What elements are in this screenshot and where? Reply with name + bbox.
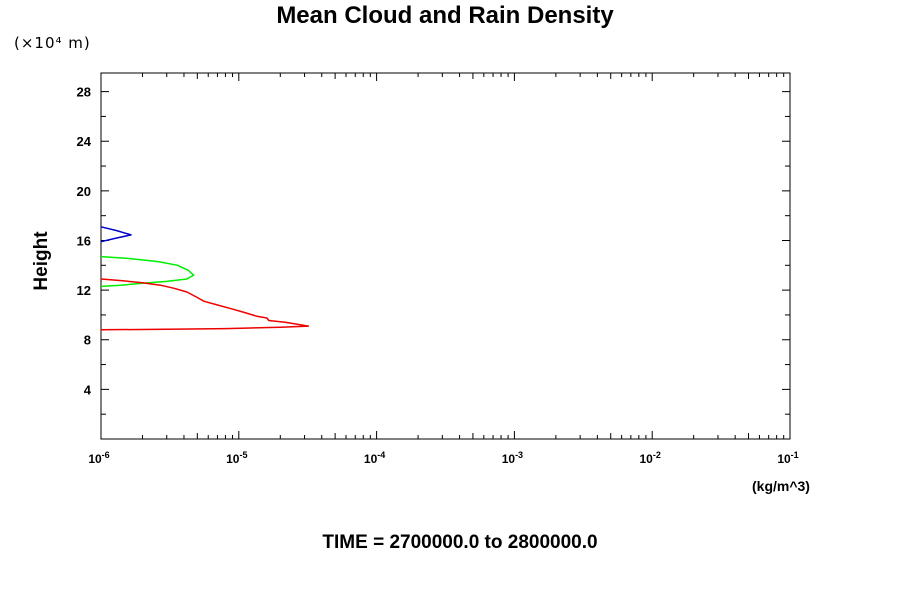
x-tick-label-base: 10 — [502, 452, 516, 466]
x-tick-label-exponent: -4 — [377, 450, 385, 460]
y-tick-label: 28 — [77, 85, 91, 100]
y-tick-label: 16 — [77, 233, 91, 248]
chart-title: Mean Cloud and Rain Density — [276, 2, 614, 29]
x-tick-label: 10-2 — [640, 450, 661, 466]
data-lines — [100, 226, 310, 331]
blue-line — [100, 226, 132, 243]
y-tick-label: 8 — [84, 333, 91, 348]
x-tick-label: 10-4 — [364, 450, 385, 466]
y-tick-label: 24 — [77, 134, 92, 149]
x-tick-labels: 10-6 10-5 10-4 10-3 10-2 10-1 — [88, 450, 798, 466]
red-line — [100, 278, 310, 331]
x-tick-label-base: 10 — [226, 452, 240, 466]
y-tick-labels: 4 8 12 16 20 24 28 — [77, 85, 92, 398]
green-line — [100, 255, 195, 288]
x-tick-label-base: 10 — [88, 452, 102, 466]
x-tick-label-exponent: -1 — [791, 450, 799, 460]
y-axis-unit: (×10⁴ m) — [14, 34, 91, 52]
x-tick-label-base: 10 — [640, 452, 654, 466]
x-tick-label-exponent: -3 — [515, 450, 523, 460]
y-tick-label: 12 — [77, 283, 91, 298]
x-axis-unit: (kg/m^3) — [752, 478, 810, 494]
plot-frame — [100, 72, 791, 440]
x-tick-label-exponent: -2 — [653, 450, 661, 460]
x-tick-label-base: 10 — [777, 452, 791, 466]
x-tick-label: 10-3 — [502, 450, 523, 466]
x-tick-label: 10-5 — [226, 450, 247, 466]
axis-ticks — [100, 73, 791, 439]
x-tick-label-base: 10 — [364, 452, 378, 466]
x-tick-label: 10-1 — [777, 450, 798, 466]
x-tick-label-exponent: -5 — [239, 450, 247, 460]
y-tick-label: 4 — [84, 382, 92, 397]
x-tick-label-exponent: -6 — [102, 450, 110, 460]
y-tick-label: 20 — [77, 184, 91, 199]
time-range-caption: TIME = 2700000.0 to 2800000.0 — [322, 532, 598, 553]
x-tick-label: 10-6 — [88, 450, 109, 466]
